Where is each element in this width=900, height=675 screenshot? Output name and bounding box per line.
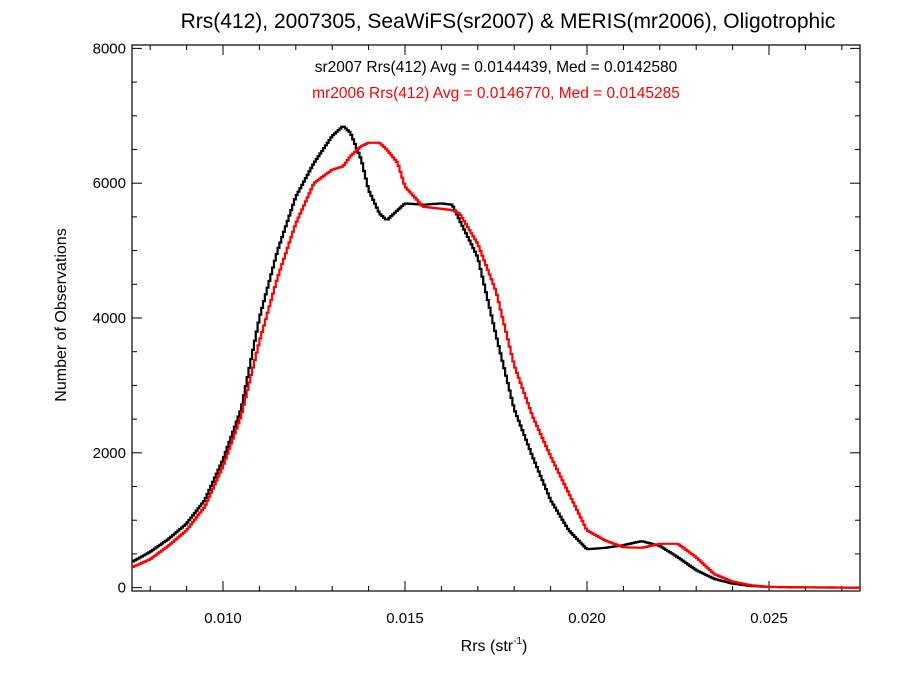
y-tick-label: 4000 <box>93 310 126 327</box>
y-tick-label: 0 <box>118 580 126 597</box>
x-axis-label-suffix: ) <box>522 638 527 655</box>
x-tick-label: 0.025 <box>750 610 788 627</box>
series-line-sr2007 <box>132 125 860 589</box>
annotation-mr2006: mr2006 Rrs(412) Avg = 0.0146770, Med = 0… <box>312 85 680 102</box>
y-axis-ticks <box>132 47 860 589</box>
y-axis-label: Number of Observations <box>53 228 70 401</box>
x-axis-label-superscript: -1 <box>513 636 522 647</box>
series-lines <box>132 125 860 589</box>
series-line-mr2006 <box>132 141 860 589</box>
x-axis-label-prefix: Rrs (str <box>461 638 514 655</box>
x-tick-label: 0.020 <box>568 610 606 627</box>
x-axis-ticks <box>149 45 843 591</box>
annotation-sr2007: sr2007 Rrs(412) Avg = 0.0144439, Med = 0… <box>315 59 678 76</box>
y-tick-label: 8000 <box>93 40 126 57</box>
y-tick-label: 6000 <box>93 175 126 192</box>
x-tick-label: 0.010 <box>204 610 242 627</box>
x-axis-tick-labels: 0.010 0.015 0.020 0.025 <box>204 610 788 627</box>
x-tick-label: 0.015 <box>386 610 424 627</box>
plot-frame <box>131 44 861 592</box>
chart-title: Rrs(412), 2007305, SeaWiFS(sr2007) & MER… <box>181 10 836 33</box>
y-axis-tick-labels: 0 2000 4000 6000 8000 <box>93 40 126 596</box>
x-axis-label: Rrs (str-1) <box>461 636 528 655</box>
y-tick-label: 2000 <box>93 445 126 462</box>
